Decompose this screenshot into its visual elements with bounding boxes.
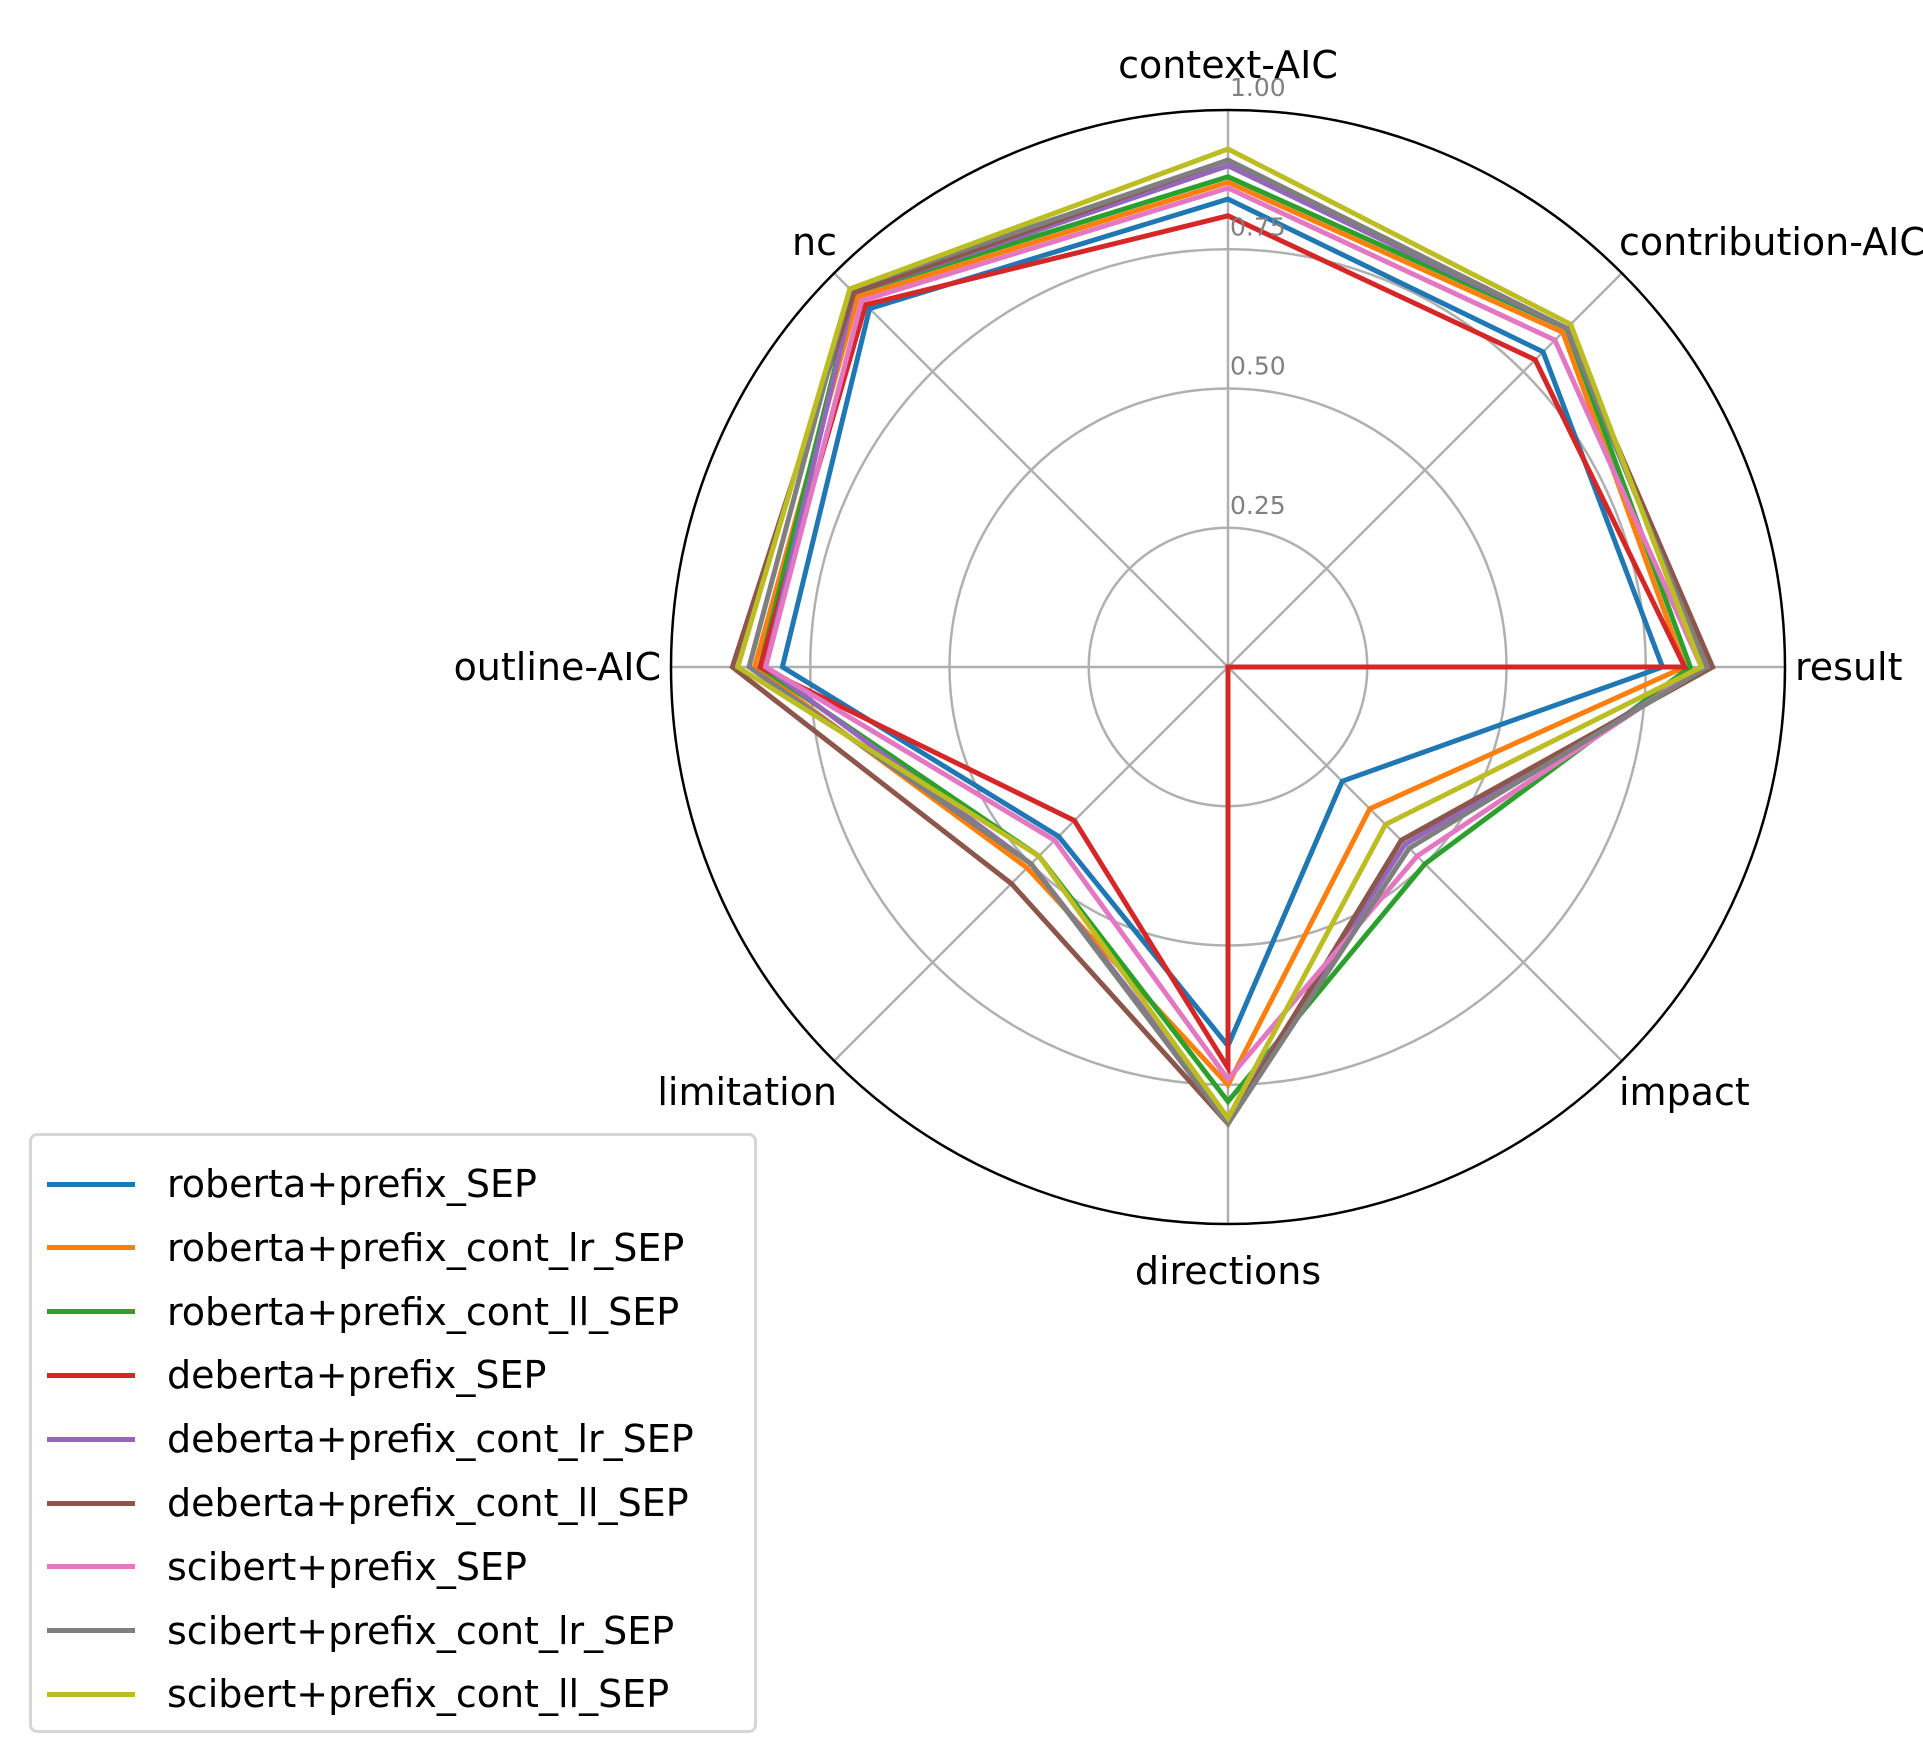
- legend-label: roberta+prefix_cont_lr_SEP: [167, 1225, 685, 1270]
- spoke-3: [833, 272, 1229, 668]
- legend-swatch: [47, 1181, 135, 1187]
- series-line-3: [757, 213, 1689, 1077]
- series-line-0: [779, 196, 1666, 1051]
- series-line-7: [746, 157, 1711, 1129]
- series-layer: [729, 146, 1716, 1129]
- series-line-4: [762, 163, 1711, 1123]
- legend-swatch: [47, 1436, 135, 1442]
- legend: roberta+prefix_SEP roberta+prefix_cont_lr…: [29, 1133, 757, 1733]
- legend-label: scibert+prefix_SEP: [167, 1544, 527, 1589]
- r-tick-label: 0.25: [1230, 491, 1286, 520]
- legend-swatch: [47, 1628, 135, 1634]
- legend-swatch: [47, 1309, 135, 1315]
- axis-label-nc: nc: [792, 220, 837, 264]
- legend-swatch: [47, 1245, 135, 1251]
- axis-label-directions: directions: [1135, 1249, 1321, 1293]
- legend-swatch: [47, 1564, 135, 1570]
- legend-label: scibert+prefix_cont_lr_SEP: [167, 1608, 675, 1653]
- r-tick-label: 0.75: [1230, 212, 1286, 241]
- legend-label: deberta+prefix_SEP: [167, 1353, 547, 1398]
- series-line-1: [751, 179, 1688, 1090]
- r-tick-label: 0.50: [1230, 352, 1286, 381]
- legend-label: deberta+prefix_cont_ll_SEP: [167, 1481, 689, 1525]
- legend-label: roberta+prefix_cont_ll_SEP: [167, 1289, 680, 1334]
- axis-label-context-aic: context-AIC: [1118, 43, 1338, 87]
- legend-label: deberta+prefix_cont_lr_SEP: [167, 1417, 694, 1462]
- legend-label: scibert+prefix_cont_ll_SEP: [167, 1672, 670, 1717]
- axis-label-result: result: [1795, 645, 1903, 689]
- axis-label-contribution-aic: contribution-AIC: [1619, 220, 1923, 264]
- axis-label-impact: impact: [1619, 1070, 1750, 1114]
- axis-label-limitation: limitation: [657, 1070, 837, 1114]
- legend-swatch: [47, 1691, 135, 1697]
- legend-swatch: [47, 1372, 135, 1378]
- label-layer: 0.25 0.50 0.75 1.00 result contribution-AIC co…: [454, 43, 1923, 1293]
- axis-label-outline-aic: outline-AIC: [454, 645, 661, 689]
- legend-swatch: [47, 1500, 135, 1506]
- legend-label: roberta+prefix_SEP: [167, 1162, 537, 1206]
- series-line-8: [734, 146, 1705, 1123]
- r-tick-label: 1.00: [1230, 73, 1286, 102]
- polar-frame: [669, 108, 1787, 1226]
